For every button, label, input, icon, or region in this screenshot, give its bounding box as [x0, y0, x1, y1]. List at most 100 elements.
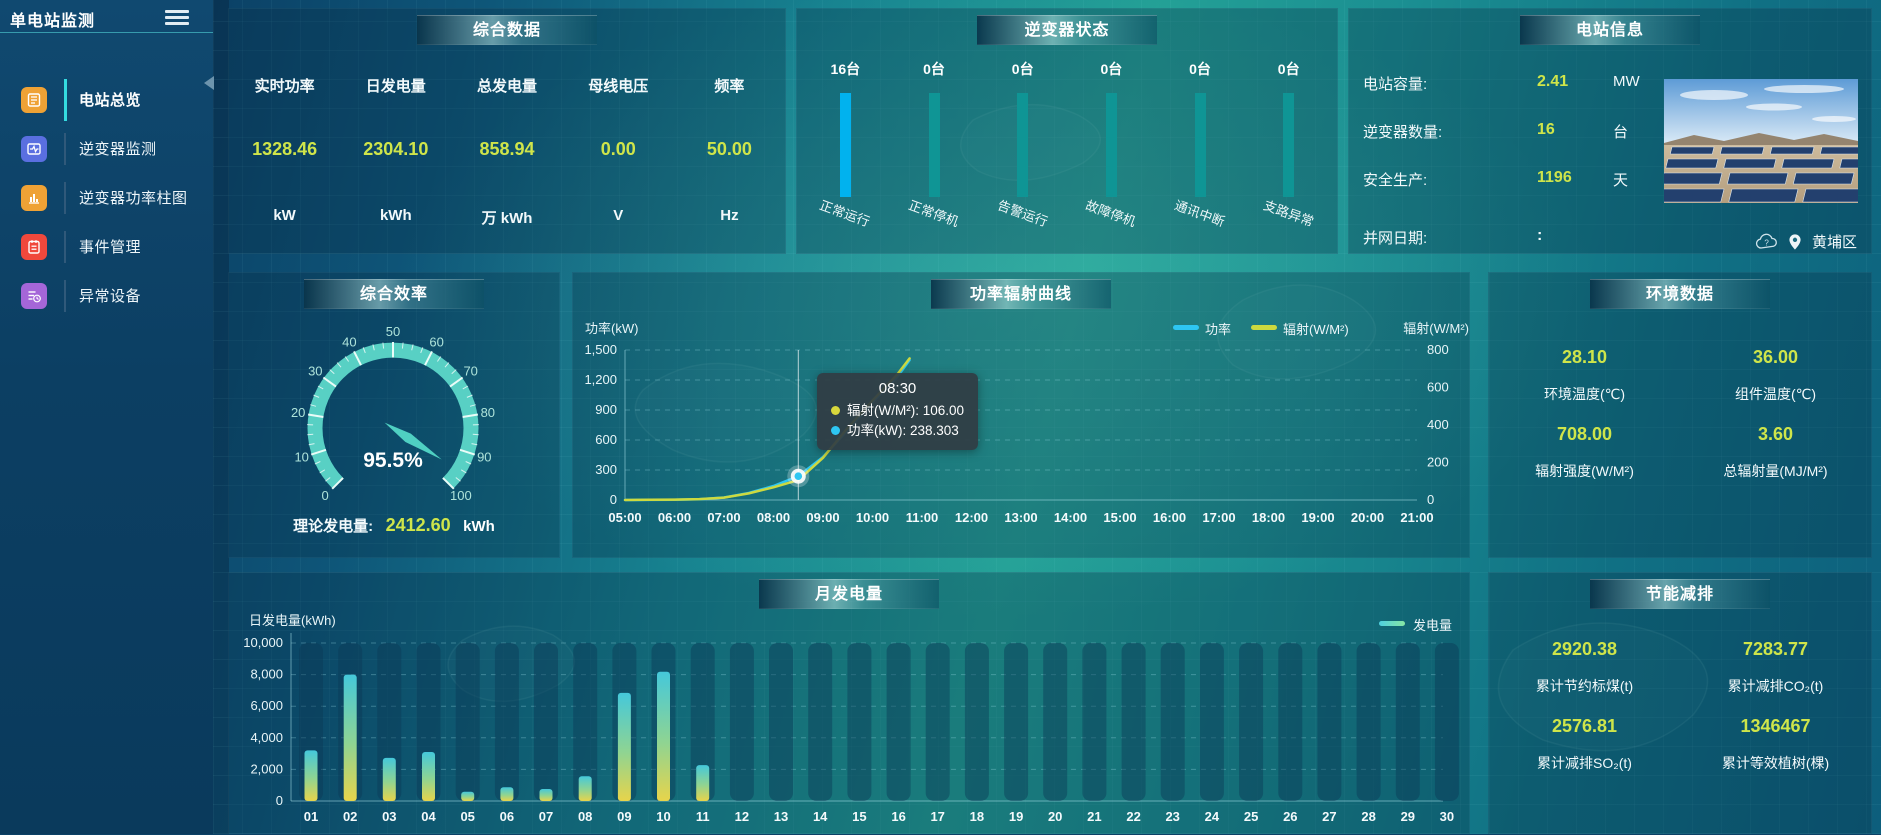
inverter-count-label: 0台 [1067, 59, 1156, 79]
legend-item[interactable]: 功率 [1173, 322, 1231, 337]
hamburger-menu-icon[interactable] [165, 7, 189, 28]
cloud-question-icon: ? [1754, 232, 1780, 252]
metric-value: 2304.10 [340, 139, 451, 160]
bar-value [696, 765, 709, 801]
sidebar-item-label: 逆变器监测 [79, 138, 157, 159]
legend-item[interactable]: 辐射(W/M²) [1251, 322, 1349, 337]
panel-environment-title: 环境数据 [1590, 279, 1770, 309]
svg-text:26: 26 [1283, 809, 1297, 824]
bar-axis-title: 日发电量(kWh) [249, 613, 336, 628]
inverter-status-label: 支路异常 [1261, 195, 1316, 231]
svg-text:8,000: 8,000 [250, 667, 283, 682]
svg-text:10:00: 10:00 [856, 510, 889, 525]
svg-text:15: 15 [852, 809, 866, 824]
right-axis-title: 辐射(W/M²) [1403, 321, 1469, 336]
item-divider [64, 133, 66, 165]
bar-shadow [1200, 643, 1224, 801]
svg-text:29: 29 [1401, 809, 1415, 824]
sidebar-item-label: 逆变器功率柱图 [79, 187, 188, 208]
svg-text:07:00: 07:00 [707, 510, 740, 525]
info-unit: MW [1613, 73, 1640, 90]
inverter-count-label: 0台 [890, 59, 979, 79]
bar-shadow [1317, 643, 1341, 801]
panel-power-curve-title: 功率辐射曲线 [931, 279, 1111, 309]
bar-value [579, 776, 592, 801]
saving-metric-label: 累计减排CO₂(t) [1680, 676, 1871, 696]
sidebar-collapse-arrow[interactable] [204, 76, 214, 90]
svg-text:19: 19 [1009, 809, 1023, 824]
info-unit: 天 [1613, 169, 1628, 190]
gauge-tick-label: 10 [294, 450, 308, 465]
left-axis-title: 功率(kW) [585, 321, 638, 336]
bar-shadow [730, 643, 754, 801]
bar-shadow [534, 643, 558, 801]
bar-shadow [1004, 643, 1028, 801]
sidebar-item-label: 异常设备 [79, 285, 141, 306]
theoretical-generation-label: 理论发电量: [293, 518, 373, 535]
bar-shadow [887, 643, 911, 801]
gauge-tick-label: 100 [450, 488, 472, 503]
location-pin-icon[interactable] [1786, 232, 1804, 252]
metric-value: 858.94 [451, 139, 562, 160]
inverter-monitor-icon [21, 136, 47, 162]
item-divider [64, 182, 66, 214]
svg-text:10: 10 [656, 809, 670, 824]
svg-text:08:00: 08:00 [757, 510, 790, 525]
gauge-tick-label: 70 [463, 364, 477, 379]
svg-text:30: 30 [1440, 809, 1454, 824]
monthly-generation-chart[interactable]: 02,0004,0006,0008,00010,000日发电量(kWh)发电量0… [229, 573, 1471, 835]
panel-monthly-generation-title: 月发电量 [759, 579, 939, 609]
environment-metric-value: 3.60 [1680, 424, 1871, 445]
bar-shadow [1122, 643, 1146, 801]
sidebar-item-event-management[interactable]: 事件管理 [0, 222, 213, 271]
bar-shadow [1396, 643, 1420, 801]
bar-value [344, 675, 357, 801]
gauge-tick-label: 20 [291, 405, 305, 420]
sidebar-menu: 电站总览逆变器监测逆变器功率柱图事件管理异常设备 [0, 75, 213, 320]
svg-text:6,000: 6,000 [250, 698, 283, 713]
abnormal-device-icon [21, 283, 47, 309]
svg-text:13: 13 [774, 809, 788, 824]
svg-text:1,500: 1,500 [584, 342, 617, 357]
svg-text:300: 300 [595, 462, 617, 477]
svg-text:24: 24 [1205, 809, 1220, 824]
saving-metric-label: 累计减排SO₂(t) [1489, 753, 1680, 773]
inverter-status-column: 0台正常停机 [890, 9, 979, 253]
metric-label: 母线电压 [563, 75, 674, 96]
info-label: 电站容量: [1363, 73, 1427, 94]
inverter-power-bars-icon [21, 185, 47, 211]
sidebar-item-inverter-monitor[interactable]: 逆变器监测 [0, 124, 213, 173]
location-label: 黄埔区 [1812, 231, 1857, 252]
environment-metric-value: 708.00 [1489, 424, 1680, 445]
event-management-icon [21, 234, 47, 260]
info-value: 16 [1537, 121, 1555, 139]
svg-text:16:00: 16:00 [1153, 510, 1186, 525]
svg-text:05:00: 05:00 [608, 510, 641, 525]
legend-item[interactable]: 发电量 [1379, 618, 1452, 633]
svg-text:21: 21 [1087, 809, 1101, 824]
svg-text:辐射(W/M²): 辐射(W/M²) [1283, 322, 1349, 337]
sidebar-item-abnormal-devices[interactable]: 异常设备 [0, 271, 213, 320]
svg-text:400: 400 [1427, 417, 1449, 432]
svg-text:20: 20 [1048, 809, 1062, 824]
svg-text:?: ? [1764, 238, 1769, 247]
sidebar-item-inverter-power-bars[interactable]: 逆变器功率柱图 [0, 173, 213, 222]
inverter-status-bar [1283, 93, 1294, 197]
bar-value [500, 787, 513, 801]
sidebar-item-overview[interactable]: 电站总览 [0, 75, 213, 124]
bar-shadow [1357, 643, 1381, 801]
bar-shadow [847, 643, 871, 801]
gauge-tick-label: 30 [308, 364, 322, 379]
svg-text:600: 600 [1427, 380, 1449, 395]
svg-text:17:00: 17:00 [1202, 510, 1235, 525]
